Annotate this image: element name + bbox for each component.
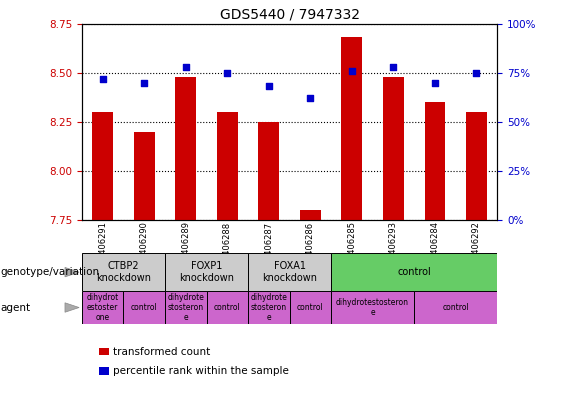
Point: [472, 70, 481, 76]
Point: [306, 95, 315, 101]
Text: CTBP2
knockdown: CTBP2 knockdown: [96, 261, 151, 283]
Text: control: control: [442, 303, 469, 312]
Bar: [331, 253, 497, 291]
Bar: [414, 291, 497, 324]
Text: genotype/variation: genotype/variation: [0, 267, 99, 277]
Point: [264, 83, 273, 90]
Bar: [341, 37, 362, 220]
Bar: [175, 77, 196, 220]
Text: dihydrote
stosteron
e: dihydrote stosteron e: [250, 293, 287, 322]
Text: dihydrote
stosteron
e: dihydrote stosteron e: [167, 293, 204, 322]
Text: transformed count: transformed count: [113, 347, 210, 357]
Bar: [258, 122, 279, 220]
Bar: [289, 291, 331, 324]
Bar: [248, 253, 331, 291]
Text: dihydrotestosteron
e: dihydrotestosteron e: [336, 298, 409, 317]
Point: [431, 79, 440, 86]
Bar: [383, 77, 404, 220]
Bar: [331, 291, 414, 324]
Bar: [165, 253, 248, 291]
Text: control: control: [397, 267, 431, 277]
Text: FOXP1
knockdown: FOXP1 knockdown: [179, 261, 234, 283]
Text: agent: agent: [0, 303, 30, 312]
Bar: [207, 291, 248, 324]
Bar: [217, 112, 238, 220]
Bar: [165, 291, 207, 324]
Point: [181, 64, 190, 70]
Text: control: control: [131, 303, 158, 312]
Bar: [424, 102, 445, 220]
Point: [389, 64, 398, 70]
Text: percentile rank within the sample: percentile rank within the sample: [113, 366, 289, 376]
Bar: [82, 253, 165, 291]
Text: FOXA1
knockdown: FOXA1 knockdown: [262, 261, 317, 283]
Bar: [134, 132, 155, 220]
Bar: [92, 112, 113, 220]
Text: dihydrot
estoster
one: dihydrot estoster one: [86, 293, 119, 322]
Bar: [82, 291, 123, 324]
Bar: [466, 112, 487, 220]
Point: [140, 79, 149, 86]
Point: [98, 75, 107, 82]
Bar: [248, 291, 289, 324]
Bar: [300, 210, 321, 220]
Text: control: control: [297, 303, 324, 312]
Text: control: control: [214, 303, 241, 312]
Point: [223, 70, 232, 76]
Point: [347, 68, 357, 74]
Title: GDS5440 / 7947332: GDS5440 / 7947332: [220, 7, 359, 21]
Bar: [123, 291, 165, 324]
